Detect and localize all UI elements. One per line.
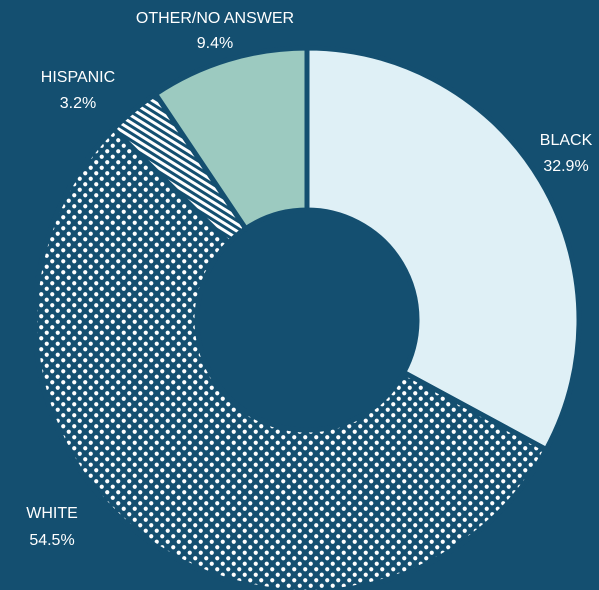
slice-label-value: 3.2% bbox=[60, 95, 96, 112]
slice-label-name: WHITE bbox=[26, 505, 78, 522]
slice-label-value: 32.9% bbox=[543, 158, 588, 175]
slice-white bbox=[32, 125, 550, 590]
slice-label-value: 54.5% bbox=[29, 532, 74, 549]
slice-label-value: 9.4% bbox=[197, 35, 233, 52]
slice-other-no-answer bbox=[152, 45, 310, 233]
slice-labels: BLACK 32.9% WHITE 54.5% HISPANIC 3.2% OTHER/NO… bbox=[26, 10, 592, 549]
donut-slices bbox=[32, 45, 582, 590]
slice-label-name: OTHER/NO ANSWER bbox=[136, 10, 294, 27]
slice-black bbox=[304, 45, 582, 453]
slice-label-name: HISPANIC bbox=[41, 69, 115, 86]
slice-label-name: BLACK bbox=[540, 132, 593, 149]
